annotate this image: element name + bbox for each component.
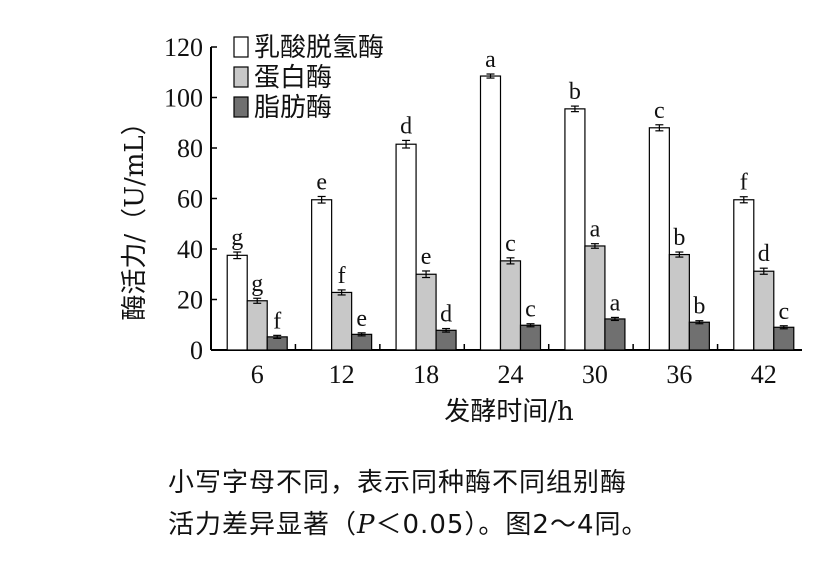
legend-swatch (233, 66, 249, 88)
significance-label: c (505, 231, 516, 257)
significance-label: b (673, 225, 685, 251)
bar-1 (733, 199, 755, 351)
legend-swatch (233, 36, 249, 58)
bar-3 (604, 318, 626, 351)
significance-label: f (740, 170, 748, 196)
significance-label: c (654, 98, 665, 124)
bar-3 (435, 329, 457, 351)
significance-label: g (231, 225, 243, 251)
significance-label: e (316, 169, 327, 195)
bar-1 (311, 199, 333, 351)
caption-p-symbol: P (357, 510, 376, 540)
caption-line-2: 活力差异显著（P＜0.05）。图2～4同。 (168, 504, 788, 546)
x-tick-label: 36 (666, 360, 692, 389)
legend-swatch (233, 96, 249, 118)
y-tick-label: 120 (164, 33, 203, 62)
legend-label: 乳酸脱氢酶 (254, 33, 384, 63)
y-tick-label: 20 (177, 286, 203, 315)
bar-2 (415, 273, 437, 351)
figure-caption: 小写字母不同，表示同种酶不同组别酶 活力差异显著（P＜0.05）。图2～4同。 (168, 462, 788, 546)
significance-label: d (400, 113, 412, 139)
bar-2 (584, 245, 606, 351)
legend-label: 脂肪酶 (254, 93, 332, 123)
bar-3 (351, 333, 373, 351)
x-tick-label: 30 (582, 360, 608, 389)
x-tick-label: 42 (751, 360, 777, 389)
significance-label: f (273, 308, 281, 334)
caption-line-2-prefix: 活力差异显著（ (168, 510, 358, 540)
legend-label: 蛋白酶 (254, 63, 332, 93)
significance-label: e (356, 306, 367, 332)
caption-line-2-suffix: ＜0.05）。图2～4同。 (375, 510, 649, 540)
y-tick-label: 80 (177, 134, 203, 163)
x-tick-label: 12 (329, 360, 355, 389)
significance-label: c (525, 297, 536, 323)
plot-area: 0204060801001206ggf12efe18ded24acc30baa3… (164, 33, 802, 389)
y-tick-label: 100 (164, 84, 203, 113)
bar-1 (564, 108, 586, 351)
bar-2 (246, 300, 268, 351)
bar-2 (499, 260, 522, 351)
x-tick-label: 24 (498, 360, 524, 389)
bar-1 (479, 75, 502, 351)
bar-2 (753, 270, 775, 351)
x-axis-label: 发酵时间/h (444, 397, 574, 427)
significance-label: b (569, 79, 581, 105)
bar-3 (688, 321, 710, 351)
bar-3 (773, 326, 795, 351)
significance-label: g (251, 271, 263, 297)
significance-label: d (758, 241, 770, 267)
x-tick-label: 18 (413, 360, 439, 389)
y-tick-label: 40 (177, 235, 203, 264)
y-tick-label: 60 (177, 185, 203, 214)
significance-label: d (440, 302, 452, 328)
bar-1 (395, 143, 417, 351)
bar-1 (648, 127, 670, 351)
bar-1 (226, 254, 248, 351)
bar-2 (668, 253, 690, 351)
bar-3 (519, 324, 542, 351)
significance-label: f (338, 263, 346, 289)
x-tick-label: 6 (251, 360, 264, 389)
significance-label: b (693, 294, 705, 320)
significance-label: a (485, 47, 496, 73)
significance-label: c (778, 299, 789, 325)
significance-label: a (610, 290, 621, 316)
significance-label: a (590, 217, 601, 243)
y-tick-label: 0 (190, 336, 203, 365)
significance-label: e (421, 244, 432, 270)
bar-2 (331, 291, 353, 351)
y-axis-label: 酶活力/（U/mL） (120, 109, 150, 320)
caption-line-1: 小写字母不同，表示同种酶不同组别酶 (168, 468, 628, 498)
